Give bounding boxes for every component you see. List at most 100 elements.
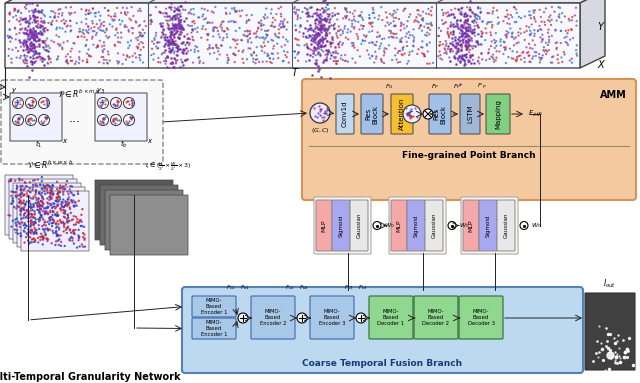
Point <box>12 203 22 209</box>
Point <box>355 12 365 18</box>
Point <box>566 26 577 32</box>
FancyBboxPatch shape <box>192 296 236 317</box>
Text: $W_0$: $W_0$ <box>531 221 541 230</box>
Point <box>308 45 319 51</box>
Point <box>456 33 467 39</box>
Text: $I_{out}$: $I_{out}$ <box>604 278 616 290</box>
Point <box>439 45 449 51</box>
Point <box>50 205 60 211</box>
Point <box>70 200 81 206</box>
Point <box>168 21 178 27</box>
Point <box>373 16 383 22</box>
Point <box>234 8 244 14</box>
Point <box>92 30 102 36</box>
Point <box>28 47 38 54</box>
Point <box>163 26 173 32</box>
Point <box>451 50 461 56</box>
Point <box>168 39 179 45</box>
Point <box>309 48 319 54</box>
Point <box>13 204 24 210</box>
Polygon shape <box>10 88 70 93</box>
Point <box>552 56 563 62</box>
Point <box>189 18 199 24</box>
Point <box>181 45 191 51</box>
Point <box>99 19 109 25</box>
Point <box>381 46 392 52</box>
Point <box>26 43 36 49</box>
Point <box>444 33 454 39</box>
Point <box>163 22 173 28</box>
Text: $F_P$: $F_P$ <box>431 82 439 91</box>
Point <box>17 190 28 196</box>
Point <box>38 236 48 242</box>
Text: ...: ... <box>69 111 81 124</box>
Point <box>302 44 312 50</box>
Point <box>420 53 430 59</box>
Point <box>342 13 352 19</box>
Point <box>316 44 326 50</box>
Point <box>464 42 474 48</box>
Point <box>45 187 56 193</box>
Point <box>29 211 40 218</box>
Point <box>446 11 456 17</box>
Point <box>136 30 146 36</box>
Point <box>264 52 274 59</box>
Point <box>37 7 47 13</box>
Point <box>30 6 40 12</box>
FancyBboxPatch shape <box>336 94 354 134</box>
Point <box>483 10 493 16</box>
Point <box>66 197 76 203</box>
Point <box>554 15 564 21</box>
Point <box>54 43 65 49</box>
Point <box>278 22 289 28</box>
Point <box>389 31 399 37</box>
Point <box>79 34 90 40</box>
Point <box>515 52 525 59</box>
Point <box>48 216 58 222</box>
Point <box>443 9 453 15</box>
Point <box>241 12 252 18</box>
Point <box>481 25 491 31</box>
Point <box>461 38 471 44</box>
Point <box>395 59 405 65</box>
Text: $W_0$: $W_0$ <box>459 221 470 230</box>
Point <box>215 34 225 40</box>
Point <box>262 53 273 59</box>
Point <box>8 198 18 204</box>
Point <box>317 21 327 27</box>
Point <box>51 229 61 236</box>
Point <box>168 26 178 32</box>
Point <box>22 49 33 55</box>
Point <box>445 47 455 53</box>
Point <box>315 37 325 43</box>
Point <box>174 25 184 31</box>
Point <box>422 61 433 67</box>
Point <box>169 41 179 47</box>
Point <box>56 200 67 206</box>
Point <box>490 45 500 51</box>
FancyBboxPatch shape <box>310 296 354 339</box>
Point <box>465 22 476 28</box>
Point <box>417 50 428 56</box>
Point <box>262 33 272 39</box>
Point <box>488 8 498 15</box>
Point <box>15 206 26 212</box>
Point <box>305 37 316 43</box>
Point <box>63 211 73 218</box>
Point <box>32 49 42 56</box>
Point <box>408 43 418 49</box>
Point <box>36 9 46 15</box>
Point <box>67 58 77 64</box>
Point <box>452 46 462 52</box>
Point <box>99 60 109 66</box>
Point <box>302 14 312 20</box>
Point <box>45 190 56 196</box>
Point <box>77 206 88 212</box>
Point <box>563 42 573 48</box>
Point <box>26 39 36 45</box>
Point <box>219 28 229 34</box>
Point <box>530 49 540 55</box>
Point <box>22 64 32 70</box>
Point <box>543 26 554 33</box>
Text: Res
Block: Res Block <box>365 105 378 123</box>
